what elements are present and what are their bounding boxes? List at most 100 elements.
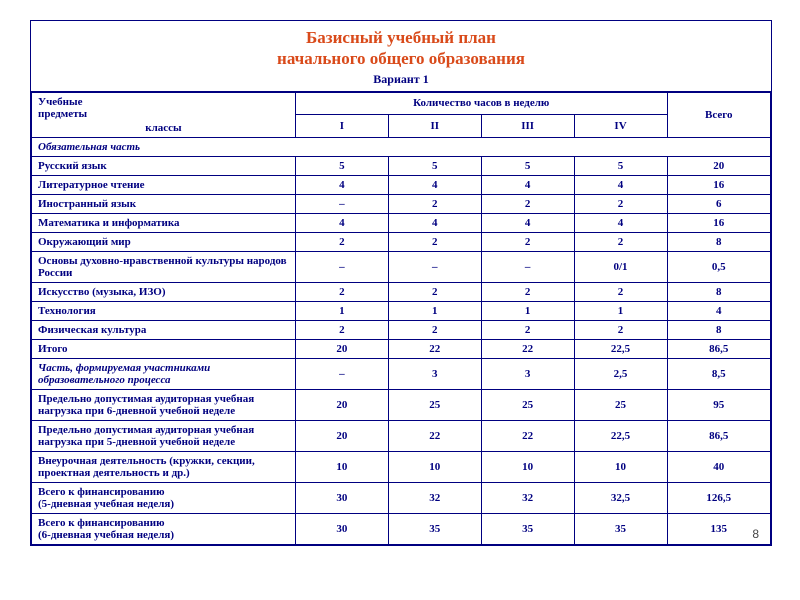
table-row: Русский язык555520 xyxy=(32,156,771,175)
cell-value: 1 xyxy=(574,301,667,320)
cell-value: 4 xyxy=(388,213,481,232)
cell-value: 4 xyxy=(481,175,574,194)
cell-value: 2 xyxy=(481,320,574,339)
cell-value: 5 xyxy=(574,156,667,175)
title-line-2: начального общего образования xyxy=(31,48,771,69)
cell-total: 8 xyxy=(667,232,771,251)
cell-value: 4 xyxy=(295,175,388,194)
cell-value: 3 xyxy=(388,358,481,389)
section-label: Обязательная часть xyxy=(32,137,771,156)
table-row: Окружающий мир22228 xyxy=(32,232,771,251)
table-row: Физическая культура22228 xyxy=(32,320,771,339)
subject-label: Внеурочная деятельность (кружки, секции,… xyxy=(32,451,296,482)
cell-value: 22 xyxy=(481,420,574,451)
title-block: Базисный учебный план начального общего … xyxy=(31,21,771,92)
cell-value: 20 xyxy=(295,420,388,451)
cell-value: 2 xyxy=(574,194,667,213)
cell-value: 25 xyxy=(388,389,481,420)
cell-value: 20 xyxy=(295,339,388,358)
cell-value: 2 xyxy=(388,320,481,339)
cell-value: 4 xyxy=(388,175,481,194)
cell-value: – xyxy=(481,251,574,282)
cell-value: 2 xyxy=(481,194,574,213)
cell-value: 10 xyxy=(481,451,574,482)
header-subjects-l1: Учебные xyxy=(38,96,289,108)
cell-value: 10 xyxy=(388,451,481,482)
cell-value: 4 xyxy=(481,213,574,232)
cell-value: 35 xyxy=(388,513,481,544)
cell-value: 2 xyxy=(481,232,574,251)
header-subjects-l2: предметы xyxy=(38,108,289,120)
cell-value: 2 xyxy=(574,320,667,339)
cell-value: 10 xyxy=(295,451,388,482)
cell-total: 16 xyxy=(667,213,771,232)
cell-value: 2 xyxy=(574,232,667,251)
cell-total: 0,5 xyxy=(667,251,771,282)
page-number: 8 xyxy=(752,527,759,541)
subject-label: Всего к финансированию (6-дневная учебна… xyxy=(32,513,296,544)
table-row: Всего к финансированию (5-дневная учебна… xyxy=(32,482,771,513)
table-row: Технология11114 xyxy=(32,301,771,320)
table-body: Обязательная частьРусский язык555520Лите… xyxy=(32,137,771,544)
cell-value: 2 xyxy=(388,232,481,251)
cell-value: 2 xyxy=(388,194,481,213)
header-hours: Количество часов в неделю xyxy=(295,92,667,115)
cell-total: 6 xyxy=(667,194,771,213)
cell-value: 35 xyxy=(574,513,667,544)
cell-value: – xyxy=(295,358,388,389)
cell-total: 16 xyxy=(667,175,771,194)
curriculum-table: Учебные предметы классы Количество часов… xyxy=(31,92,771,545)
header-total: Всего xyxy=(667,92,771,137)
cell-value: 30 xyxy=(295,513,388,544)
cell-value: – xyxy=(388,251,481,282)
subject-label: Всего к финансированию (5-дневная учебна… xyxy=(32,482,296,513)
subject-label: Окружающий мир xyxy=(32,232,296,251)
cell-value: 3 xyxy=(481,358,574,389)
subject-label: Иностранный язык xyxy=(32,194,296,213)
cell-total: 20 xyxy=(667,156,771,175)
table-row: Литературное чтение444416 xyxy=(32,175,771,194)
cell-total: 86,5 xyxy=(667,420,771,451)
cell-total: 8,5 xyxy=(667,358,771,389)
table-row: Обязательная часть xyxy=(32,137,771,156)
cell-value: 1 xyxy=(295,301,388,320)
title-line-1: Базисный учебный план xyxy=(31,27,771,48)
table-row: Предельно допустимая аудиторная учебная … xyxy=(32,389,771,420)
curriculum-table-frame: Базисный учебный план начального общего … xyxy=(30,20,772,546)
cell-value: 32 xyxy=(481,482,574,513)
subject-label: Русский язык xyxy=(32,156,296,175)
table-row: Искусство (музыка, ИЗО)22228 xyxy=(32,282,771,301)
table-row: Итого20222222,586,5 xyxy=(32,339,771,358)
table-row: Иностранный язык–2226 xyxy=(32,194,771,213)
cell-value: 4 xyxy=(295,213,388,232)
subject-label: Искусство (музыка, ИЗО) xyxy=(32,282,296,301)
header-subjects: Учебные предметы классы xyxy=(32,92,296,137)
cell-value: 10 xyxy=(574,451,667,482)
cell-value: 25 xyxy=(574,389,667,420)
cell-value: 32,5 xyxy=(574,482,667,513)
cell-value: 35 xyxy=(481,513,574,544)
cell-value: 2 xyxy=(481,282,574,301)
cell-total: 126,5 xyxy=(667,482,771,513)
cell-value: 2 xyxy=(388,282,481,301)
cell-value: 2 xyxy=(295,320,388,339)
subject-label: Технология xyxy=(32,301,296,320)
col-I: I xyxy=(295,115,388,138)
cell-value: 22,5 xyxy=(574,339,667,358)
table-row: Математика и информатика444416 xyxy=(32,213,771,232)
col-IV: IV xyxy=(574,115,667,138)
cell-value: 2 xyxy=(574,282,667,301)
cell-value: 5 xyxy=(481,156,574,175)
cell-value: – xyxy=(295,194,388,213)
cell-value: 4 xyxy=(574,175,667,194)
cell-value: 2 xyxy=(295,232,388,251)
cell-total: 95 xyxy=(667,389,771,420)
cell-value: 2,5 xyxy=(574,358,667,389)
cell-value: 2 xyxy=(295,282,388,301)
subject-label: Литературное чтение xyxy=(32,175,296,194)
cell-value: 4 xyxy=(574,213,667,232)
cell-value: 5 xyxy=(388,156,481,175)
subject-label: Часть, формируемая участниками образоват… xyxy=(32,358,296,389)
cell-value: 20 xyxy=(295,389,388,420)
subject-label: Математика и информатика xyxy=(32,213,296,232)
